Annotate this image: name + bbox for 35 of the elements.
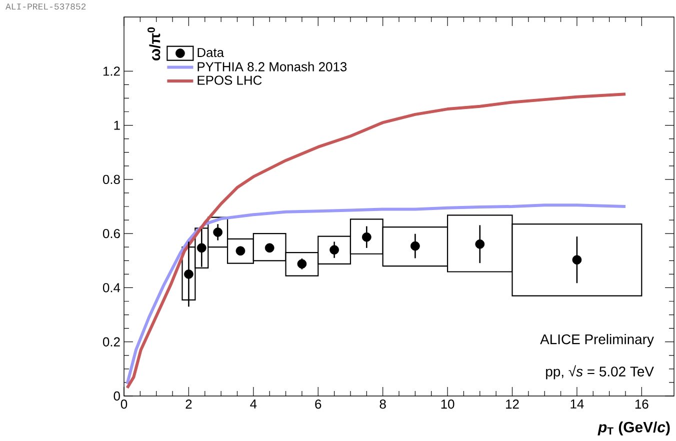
y-tick-label: 0.6 bbox=[102, 228, 120, 238]
point bbox=[184, 269, 194, 279]
point bbox=[330, 245, 339, 254]
text: ALI-PREL-537852 bbox=[6, 4, 86, 10]
point bbox=[236, 246, 246, 256]
y-tick-label: 1 bbox=[114, 120, 120, 130]
legend-label: PYTHIA 8.2 Monash 2013 bbox=[198, 62, 347, 72]
y-tick-label: 1.2 bbox=[103, 66, 120, 76]
legend-label: EPOS LHC bbox=[198, 76, 262, 85]
y-tick-label: 0.2 bbox=[102, 337, 120, 346]
x-tick-label: 14 bbox=[570, 400, 584, 408]
legend-label: Data bbox=[198, 48, 224, 58]
point bbox=[362, 232, 372, 242]
point bbox=[475, 239, 485, 249]
x-tick-label: 16 bbox=[635, 400, 648, 409]
y-axis-title: ω/π$^{0}$ bbox=[148, 27, 160, 60]
annotation: pp, √s = 5.02 TeV bbox=[546, 365, 654, 380]
annotation: ALICE Preliminary bbox=[540, 334, 654, 347]
x-tick-label: 6 bbox=[315, 400, 322, 409]
x-tick-label: 8 bbox=[380, 400, 386, 409]
y-tick-label: 0 bbox=[114, 391, 120, 401]
point bbox=[213, 228, 223, 237]
x-tick-label: 2 bbox=[186, 400, 192, 409]
x-axis-title: p$_{T}$ (GeV/c) bbox=[598, 421, 670, 436]
y-tick-label: 0.8 bbox=[102, 174, 120, 184]
x-tick-label: 0 bbox=[120, 400, 128, 409]
x-tick-label: 4 bbox=[250, 400, 257, 408]
point bbox=[196, 243, 206, 253]
x-tick-label: 12 bbox=[506, 400, 519, 409]
point bbox=[572, 255, 582, 265]
x-tick-label: 10 bbox=[441, 400, 454, 409]
point bbox=[297, 259, 307, 269]
point bbox=[410, 241, 420, 251]
point bbox=[264, 243, 274, 253]
y-tick-label: 0.4 bbox=[102, 283, 120, 292]
